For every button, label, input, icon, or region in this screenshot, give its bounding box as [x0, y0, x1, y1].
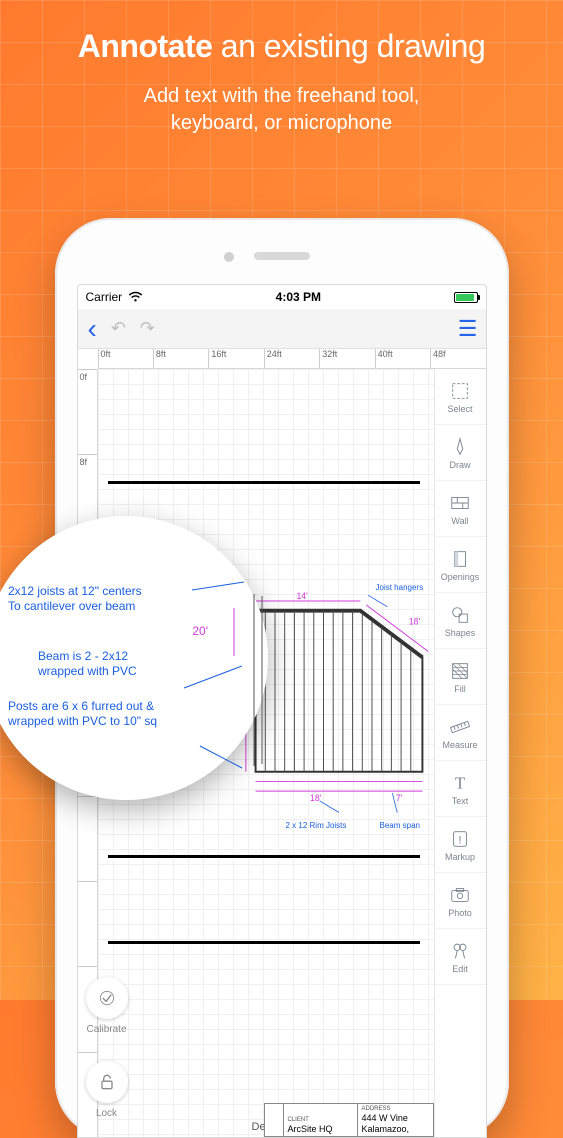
svg-text:14': 14' — [296, 591, 308, 601]
hero-title: Annotate an existing drawing — [20, 28, 543, 65]
tool-draw[interactable]: Draw — [435, 425, 486, 481]
tool-fill[interactable]: Fill — [435, 649, 486, 705]
annotation-joists: 2x12 joists at 12" centersTo cantilever … — [8, 584, 244, 614]
hero: Annotate an existing drawing Add text wi… — [0, 0, 563, 137]
deck-drawing: 14' 18' 20' 18' 7' Joist hangers 2 x 12 … — [242, 597, 436, 801]
lock-label: Lock — [84, 1108, 130, 1119]
svg-text:18': 18' — [408, 616, 420, 626]
tool-measure[interactable]: Measure — [435, 705, 486, 761]
annotation-posts: Posts are 6 x 6 furred out &wrapped with… — [8, 699, 244, 729]
menu-button[interactable]: ☰ — [458, 316, 476, 342]
hero-subtitle: Add text with the freehand tool, keyboar… — [20, 83, 543, 137]
annotation-beam: Beam is 2 - 2x12wrapped with PVC — [8, 649, 244, 679]
tool-edit[interactable]: Edit — [435, 929, 486, 985]
annotation-measure: 20' — [8, 624, 244, 639]
frame-line-top — [108, 481, 420, 484]
redo-button[interactable]: ↷ — [140, 318, 155, 339]
navbar: ‹ ↶ ↷ ☰ — [78, 309, 486, 349]
phone-camera — [224, 252, 234, 262]
carrier-label: Carrier — [86, 290, 123, 304]
lock-button[interactable] — [86, 1061, 128, 1103]
svg-text:7': 7' — [395, 793, 402, 803]
tool-wall[interactable]: Wall — [435, 481, 486, 537]
tool-text[interactable]: TText — [435, 761, 486, 817]
svg-text:T: T — [455, 773, 465, 792]
status-time: 4:03 PM — [143, 290, 453, 304]
calibrate-button[interactable] — [86, 977, 128, 1019]
phone-earpiece — [254, 252, 310, 260]
back-button[interactable]: ‹ — [88, 315, 97, 343]
note-span: Beam span — [380, 821, 420, 830]
target-icon — [97, 988, 117, 1008]
note-hangers: Joist hangers — [376, 583, 424, 592]
status-bar: Carrier 4:03 PM — [78, 285, 486, 309]
tool-shapes[interactable]: Shapes — [435, 593, 486, 649]
tool-select[interactable]: Select — [435, 369, 486, 425]
top-ruler: 0ft8ft16ft24ft32ft40ft48f — [98, 349, 486, 369]
note-rim: 2 x 12 Rim Joists — [286, 821, 347, 830]
battery-icon — [454, 292, 478, 303]
calibrate-label: Calibrate — [84, 1024, 130, 1035]
frame-line-bottom — [108, 855, 420, 858]
svg-text:!: ! — [458, 834, 461, 846]
tool-palette: Select Draw Wall Openings Shapes Fill Me… — [434, 369, 486, 1137]
tool-openings[interactable]: Openings — [435, 537, 486, 593]
frame-line-bottom2 — [108, 941, 420, 944]
tool-markup[interactable]: !Markup — [435, 817, 486, 873]
wifi-icon — [128, 291, 143, 303]
titleblock: CLIENTArcSite HQ ADDRESS444 W VineKalama… — [264, 1103, 434, 1137]
tool-photo[interactable]: Photo — [435, 873, 486, 929]
lock-icon — [97, 1072, 117, 1092]
undo-button[interactable]: ↶ — [111, 318, 126, 339]
